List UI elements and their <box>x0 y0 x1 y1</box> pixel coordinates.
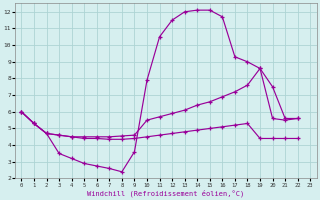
X-axis label: Windchill (Refroidissement éolien,°C): Windchill (Refroidissement éolien,°C) <box>87 189 244 197</box>
